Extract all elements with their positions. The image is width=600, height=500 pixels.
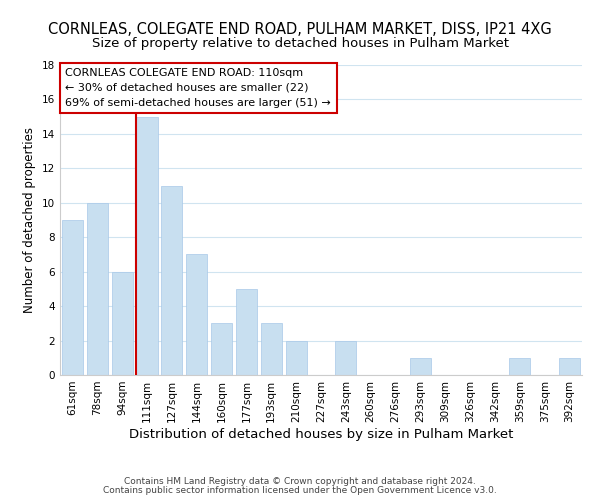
Bar [286, 340, 307, 375]
Bar [559, 358, 580, 375]
Bar [211, 324, 232, 375]
Bar [236, 289, 257, 375]
Bar [335, 340, 356, 375]
X-axis label: Distribution of detached houses by size in Pulham Market: Distribution of detached houses by size … [129, 428, 513, 440]
Bar [410, 358, 431, 375]
Bar [509, 358, 530, 375]
Text: CORNLEAS COLEGATE END ROAD: 110sqm
← 30% of detached houses are smaller (22)
69%: CORNLEAS COLEGATE END ROAD: 110sqm ← 30%… [65, 68, 331, 108]
Bar [62, 220, 83, 375]
Bar [87, 203, 108, 375]
Text: CORNLEAS, COLEGATE END ROAD, PULHAM MARKET, DISS, IP21 4XG: CORNLEAS, COLEGATE END ROAD, PULHAM MARK… [48, 22, 552, 38]
Bar [186, 254, 207, 375]
Text: Size of property relative to detached houses in Pulham Market: Size of property relative to detached ho… [91, 38, 509, 51]
Y-axis label: Number of detached properties: Number of detached properties [23, 127, 37, 313]
Text: Contains HM Land Registry data © Crown copyright and database right 2024.: Contains HM Land Registry data © Crown c… [124, 477, 476, 486]
Text: Contains public sector information licensed under the Open Government Licence v3: Contains public sector information licen… [103, 486, 497, 495]
Bar [112, 272, 133, 375]
Bar [161, 186, 182, 375]
Bar [136, 116, 158, 375]
Bar [261, 324, 282, 375]
